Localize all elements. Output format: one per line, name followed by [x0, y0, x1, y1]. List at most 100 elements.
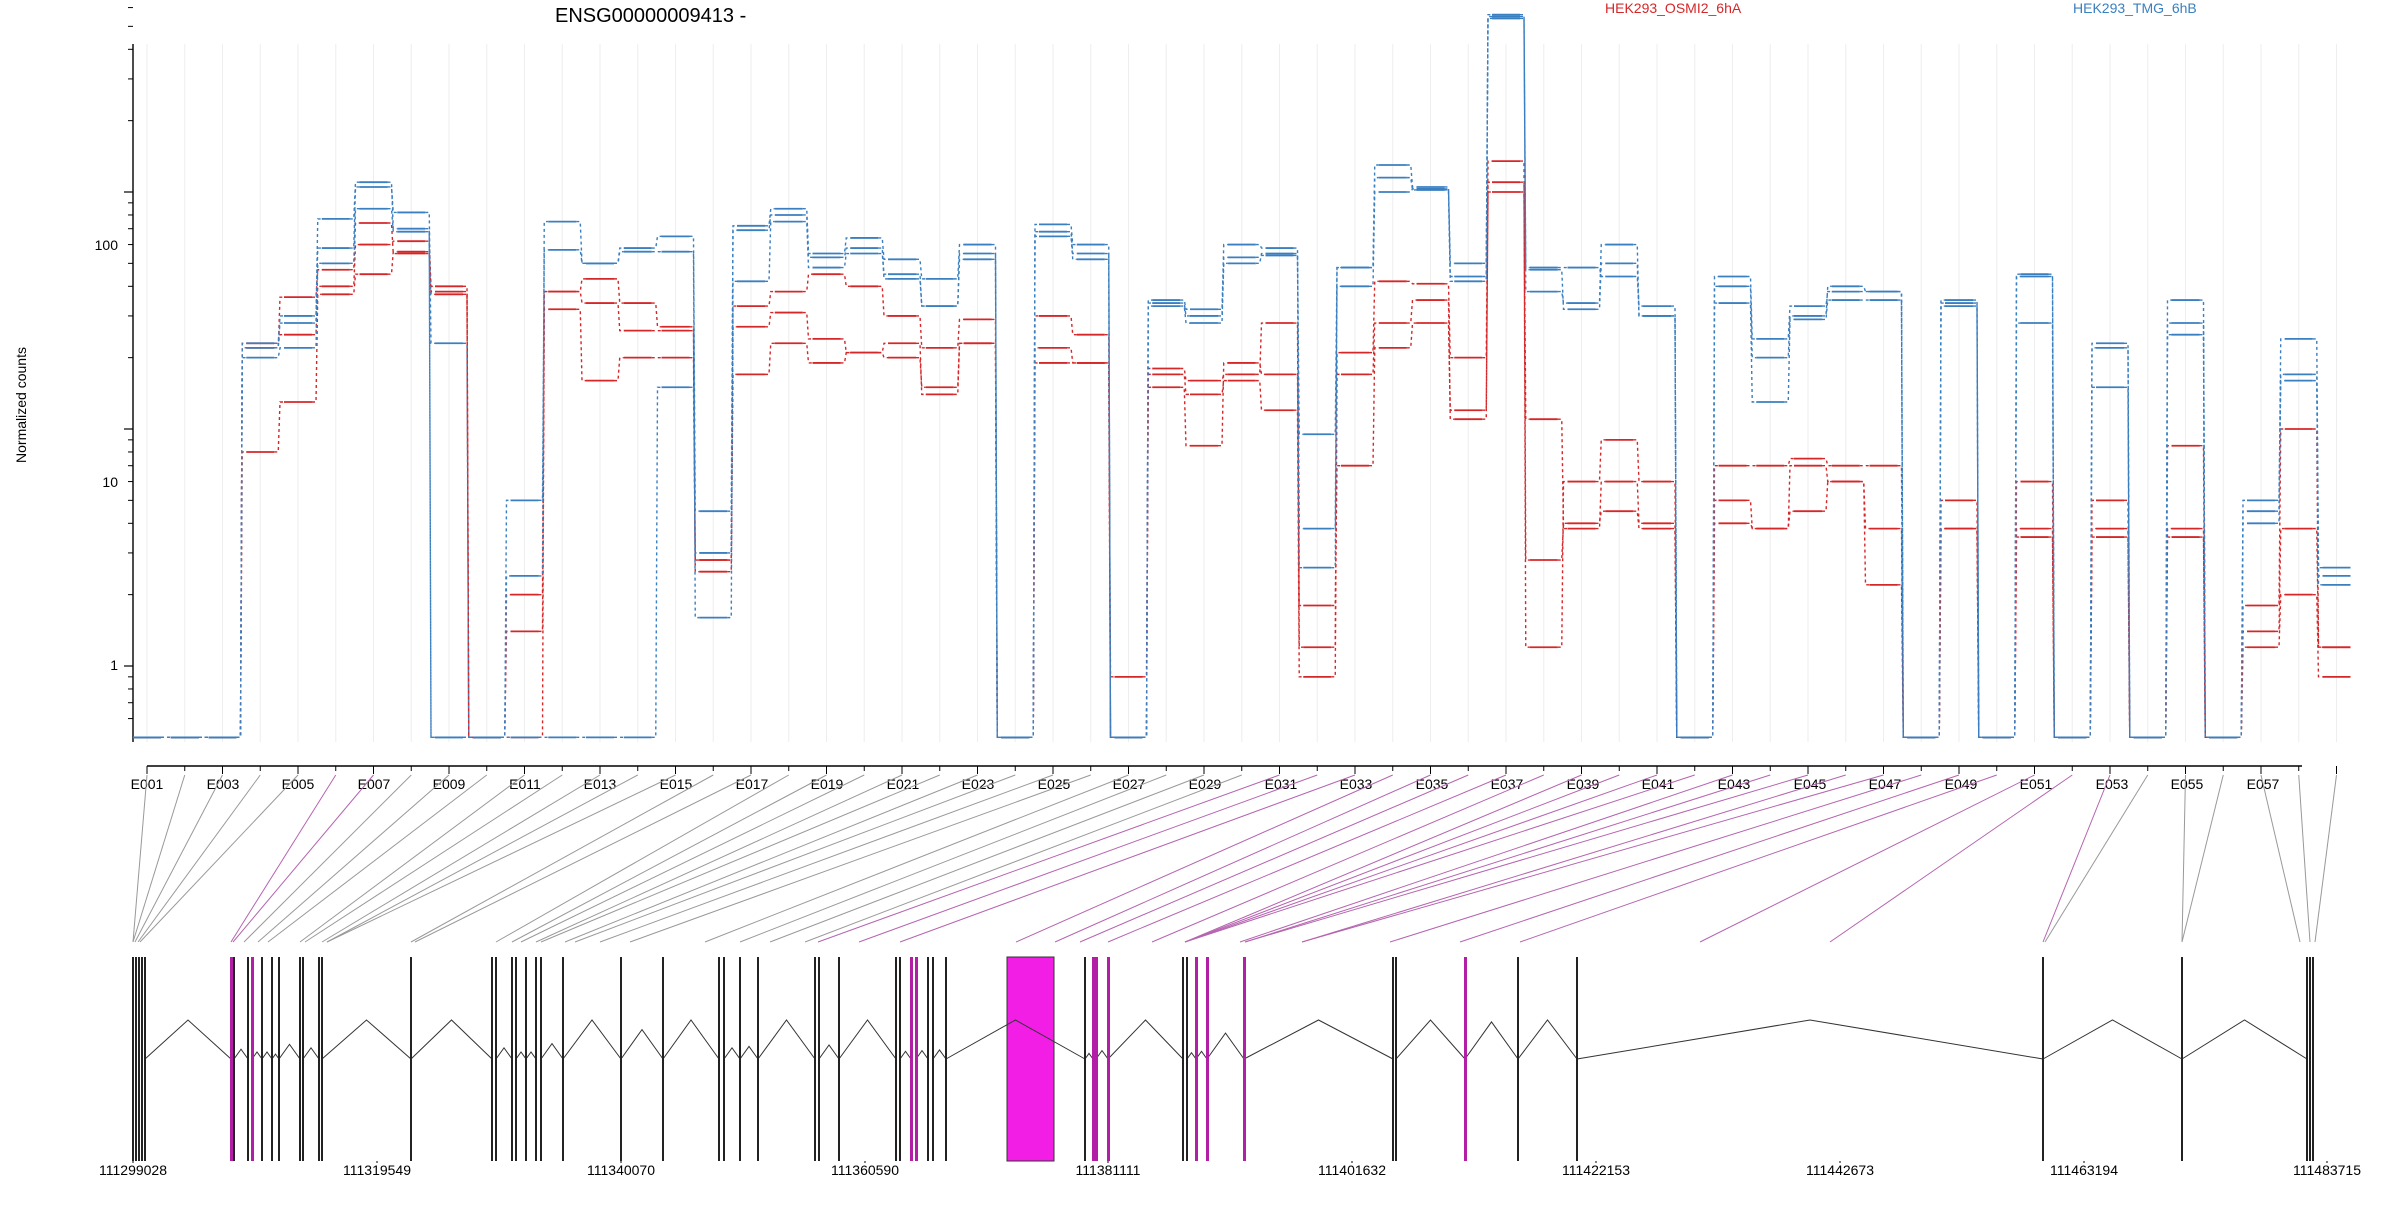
- series-transition: [765, 311, 775, 328]
- intron-chevron: [525, 1051, 537, 1060]
- series-transition: [1859, 285, 1870, 293]
- exon-tick-label: E047: [1869, 776, 1902, 792]
- series-transition: [953, 318, 964, 349]
- series-transition: [991, 342, 1002, 739]
- exon-tick-label: E041: [1642, 776, 1675, 792]
- series-transition: [689, 235, 700, 512]
- transcript-exon: [271, 957, 273, 1161]
- series-transition: [1067, 235, 1077, 261]
- series-transition: [1331, 373, 1341, 678]
- series-transition: [1293, 409, 1304, 678]
- exon-connector: [704, 774, 1129, 943]
- exon-connector: [137, 774, 261, 943]
- series-transition: [1822, 299, 1832, 321]
- series-transition: [1520, 160, 1530, 648]
- transcript-exon: [814, 957, 816, 1161]
- series-transition: [1822, 480, 1832, 512]
- series-transition: [576, 308, 586, 382]
- series-transition: [1444, 189, 1455, 278]
- series-transition: [1557, 522, 1568, 561]
- series-transition: [651, 235, 662, 249]
- transcript-exon: [945, 957, 947, 1161]
- series-transition: [953, 342, 964, 396]
- intron-chevron: [739, 1045, 759, 1060]
- series-transition: [689, 329, 700, 561]
- legend-label-osmi2: HEK293_OSMI2_6hA: [1605, 0, 1742, 16]
- series-transition: [2199, 445, 2210, 739]
- exon-tick-label: E009: [433, 776, 466, 792]
- exon-connector: [1519, 774, 1997, 943]
- exon-connector: [326, 774, 638, 943]
- exon-tick-label: E001: [131, 776, 164, 792]
- exon-connector: [2181, 774, 2224, 943]
- intron-chevron: [562, 1019, 622, 1060]
- exon-tick-label: E005: [282, 776, 315, 792]
- transcript-exon: [230, 957, 233, 1161]
- transcript-exon: [302, 957, 304, 1161]
- series-transition: [2312, 527, 2323, 648]
- intron-chevron: [1464, 1021, 1519, 1060]
- series-transition: [765, 208, 775, 227]
- intron-chevron: [495, 1046, 513, 1060]
- series-transition: [1822, 457, 1832, 467]
- series-transition: [1822, 285, 1832, 317]
- transcript-exon: [2312, 957, 2314, 1161]
- transcript-exon: [1084, 957, 1086, 1161]
- series-transition: [1671, 480, 1681, 739]
- transcript-exon: [1092, 957, 1095, 1161]
- series-transition: [349, 243, 360, 288]
- exon-connector: [804, 774, 1242, 943]
- exon-connector: [1184, 774, 1582, 943]
- series-transition: [1557, 480, 1568, 648]
- intron-chevron: [2042, 1019, 2183, 1060]
- exon-tick-label: E003: [207, 776, 240, 792]
- series-transition: [651, 386, 662, 739]
- series-transition: [425, 230, 435, 739]
- series-transition: [1104, 243, 1115, 739]
- series-transition: [878, 247, 888, 280]
- series-transition: [312, 269, 322, 298]
- transcript-exon: [2181, 957, 2183, 1161]
- exon-tick-label: E029: [1189, 776, 1222, 792]
- series-lines: [133, 13, 2351, 739]
- series-transition: [1104, 252, 1115, 739]
- exon-connector: [495, 774, 789, 943]
- intron-chevron: [278, 1043, 301, 1060]
- transcript-exon: [132, 957, 134, 1161]
- series-transition: [802, 214, 813, 259]
- transcript-exon: [1392, 957, 1394, 1161]
- series-transition: [1746, 302, 1757, 403]
- series-transition: [765, 342, 775, 376]
- series-transition: [1293, 322, 1304, 648]
- series-transition: [1595, 262, 1606, 310]
- series-transition: [689, 386, 700, 554]
- series-transition: [2161, 333, 2172, 739]
- transcript-exon: [838, 957, 840, 1161]
- series-transition: [1633, 262, 1643, 317]
- series-transition: [1406, 299, 1417, 324]
- intron-chevron: [515, 1051, 527, 1060]
- exon-connector: [1239, 774, 1733, 943]
- exon-tick-label: E037: [1491, 776, 1524, 792]
- series-transition: [349, 222, 360, 271]
- series-transition: [953, 252, 964, 307]
- intron-chevron: [757, 1019, 816, 1060]
- series-transition: [1633, 480, 1643, 525]
- exon-tick-label: E025: [1038, 776, 1071, 792]
- exon-connector: [267, 774, 488, 943]
- series-transition: [1633, 439, 1643, 483]
- series-transition: [1331, 285, 1341, 569]
- series-transition: [2237, 522, 2247, 739]
- series-transition: [1218, 379, 1228, 396]
- chart-title: ENSG00000009413 -: [555, 5, 746, 27]
- series-transition: [878, 285, 888, 317]
- exon-connector: [535, 774, 903, 943]
- series-transition: [2312, 379, 2323, 586]
- exon-tick-label: E021: [887, 776, 920, 792]
- series-transition: [802, 273, 813, 293]
- series-transition: [727, 229, 737, 554]
- intron-chevron: [899, 1050, 912, 1060]
- series-transition: [1859, 480, 1870, 586]
- series-transition: [953, 342, 964, 388]
